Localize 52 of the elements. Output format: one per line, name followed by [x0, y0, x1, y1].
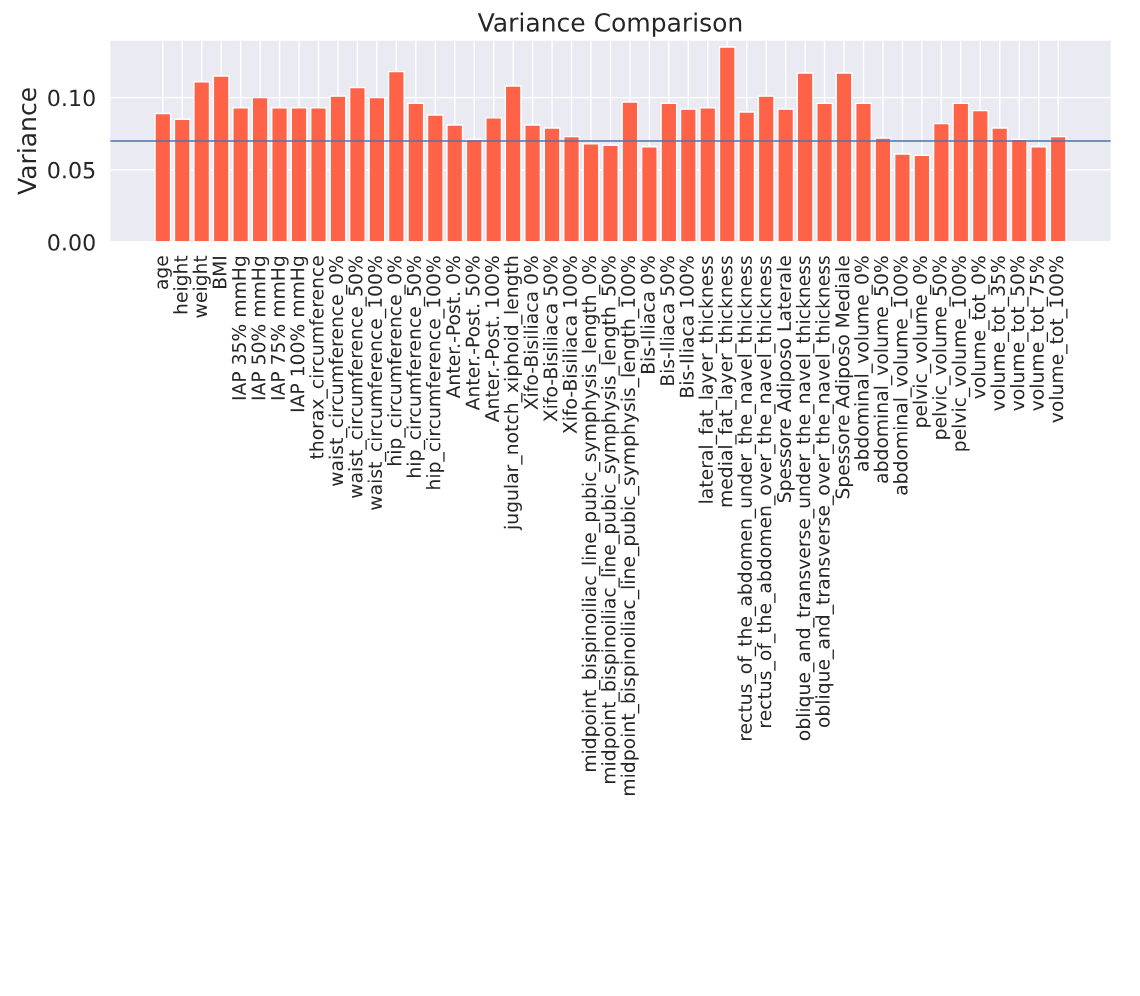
x-tick-label: midpoint_bispinoiliac_line_pubic_symphysis_length_0% [581, 256, 601, 772]
x-tick-label: Xifo-Bisiliaca 0% [523, 256, 539, 410]
x-tick-label: IAP 75% mmHg [270, 256, 289, 400]
x-tick-label: weight [192, 255, 211, 318]
y-axis-title: Variance [17, 88, 37, 195]
x-tick-label: hip_circumference_0% [387, 256, 406, 465]
x-tick-label: oblique_and_transverse_over_the_navel_thickness [815, 256, 834, 728]
x-tick-label: hip_circumference_100% [425, 256, 445, 489]
chart-title: Variance Comparison [477, 12, 742, 37]
x-tick-label: volume_tot_0% [970, 256, 990, 399]
x-tick-label: abdominal_volume_100% [893, 256, 912, 495]
x-tick-label: rectus_of_the_abdomen_over_the_navel_thickness [756, 256, 776, 727]
x-tick-label: lateral_fat_layer_thickness [698, 256, 718, 503]
x-tick-label: medial_fat_layer_thickness [717, 256, 737, 507]
x-tick-label: waist_circumference_0% [328, 256, 348, 487]
x-tick-label: pelvic_volume_50% [932, 256, 951, 439]
x-tick-label: hip_circumference_50% [406, 256, 426, 477]
x-tick-label: Anter.-Post. 0% [446, 256, 461, 399]
x-tick-label: Bis-Iliaca 50% [659, 256, 675, 385]
x-tick-label: volume_tot_50% [1009, 256, 1029, 411]
x-tick-label: volume_tot_100% [1048, 256, 1068, 423]
x-tick-label: height [173, 255, 192, 314]
y-tick-label: 0.10 [48, 89, 95, 107]
x-tick-label: thorax_circumference [309, 256, 328, 460]
x-tick-label: Spessore Adiposo Mediale [834, 256, 854, 499]
x-tick-label: IAP 35% mmHg [231, 256, 250, 400]
x-tick-label: Xifo-Bisiliaca 100% [562, 256, 577, 434]
x-tick-label: midpoint_bispinoiliac_line_pubic_symphysis_length_100% [620, 256, 640, 795]
x-tick-label: BMI [212, 257, 227, 288]
x-tick-label: midpoint_bispinoiliac_line_pubic_symphysis_length_50% [601, 256, 620, 783]
x-tick-label: abdominal_volume_50% [873, 256, 893, 483]
y-tick-label: 0.05 [48, 161, 95, 179]
y-tick-label: 0.00 [48, 233, 95, 251]
x-tick-label: Xifo-Bisiliaca 50% [543, 256, 558, 422]
x-tick-label: rectus_of_the_abdomen_under_the_navel_thickness [737, 256, 757, 741]
x-tick-label: pelvic_volume_100% [951, 256, 971, 451]
x-tick-label: Bis-Iliaca 100% [679, 256, 694, 397]
x-tick-label: age [157, 256, 172, 290]
x-tick-label: Spessore Adiposo Laterale [776, 256, 795, 503]
x-tick-label: IAP 100% mmHg [290, 256, 309, 412]
x-tick-label: jugular_notch_xiphoid_length [503, 256, 523, 531]
x-tick-label: waist_circumference_100% [367, 256, 387, 510]
x-tick-label: IAP 50% mmHg [251, 256, 270, 400]
x-tick-label: Anter.-Post. 100% [484, 256, 500, 423]
x-tick-label: pelvic_volume_0% [912, 256, 932, 427]
x-tick-label: Bis-Iliaca 0% [640, 256, 655, 373]
x-tick-label: abdominal_volume_0% [854, 256, 873, 471]
x-tick-label: volume_tot_35% [990, 256, 1010, 411]
x-tick-label: volume_tot_75% [1029, 256, 1049, 411]
x-tick-label: Anter.-Post. 50% [465, 256, 480, 411]
x-tick-label: waist_circumference_50% [348, 256, 367, 498]
x-tick-label: oblique_and_transverse_under_the_navel_thickness [795, 256, 815, 741]
